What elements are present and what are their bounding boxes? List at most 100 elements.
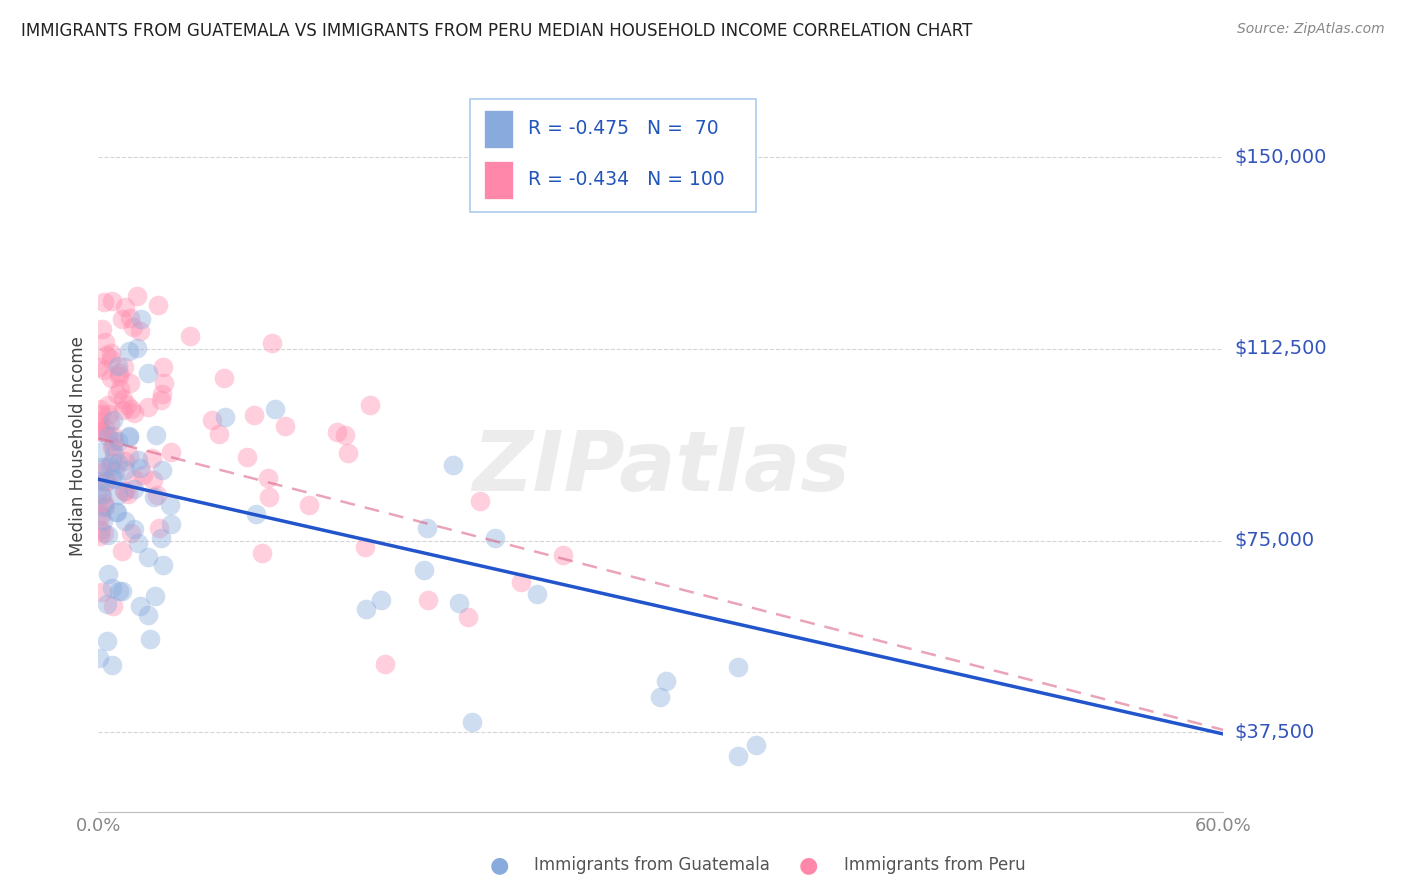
Point (152, 359, 174, 374)
Y-axis label: Median Household Income: Median Household Income (69, 336, 87, 556)
Point (114, 514, 136, 528)
Point (152, 558, 174, 572)
Point (114, 300, 136, 314)
Point (727, 749, 749, 764)
Point (111, 392, 134, 407)
Point (101, 293, 124, 308)
Point (145, 428, 167, 442)
Text: R = -0.434   N = 100: R = -0.434 N = 100 (529, 170, 724, 189)
Point (117, 430, 139, 444)
Point (97, 407, 120, 421)
Text: $75,000: $75,000 (1234, 531, 1315, 550)
Point (526, 587, 548, 601)
Point (103, 434, 125, 448)
Point (114, 454, 136, 468)
Point (413, 563, 436, 577)
Point (298, 498, 321, 512)
Point (114, 483, 136, 498)
Text: R = -0.475   N =  70: R = -0.475 N = 70 (529, 119, 718, 138)
Point (128, 461, 150, 475)
Point (89, 507, 111, 521)
Point (101, 599, 124, 613)
Point (150, 463, 173, 477)
Point (111, 403, 134, 417)
Point (460, 715, 482, 730)
Point (97, 398, 120, 412)
Text: $150,000: $150,000 (1234, 147, 1327, 167)
Point (111, 584, 134, 599)
Point (89, 401, 111, 416)
Point (143, 590, 166, 604)
Point (214, 410, 236, 425)
Point (107, 434, 129, 448)
Point (89, 425, 111, 439)
Point (179, 329, 201, 343)
Point (274, 418, 297, 433)
Point (326, 425, 349, 439)
Point (415, 521, 437, 535)
Point (90, 509, 112, 524)
Point (655, 673, 678, 688)
Text: Immigrants from Peru: Immigrants from Peru (844, 856, 1025, 874)
Point (143, 490, 166, 504)
Point (93, 363, 115, 377)
Text: IMMIGRANTS FROM GUATEMALA VS IMMIGRANTS FROM PERU MEDIAN HOUSEHOLD INCOME CORREL: IMMIGRANTS FROM GUATEMALA VS IMMIGRANTS … (21, 22, 973, 40)
Point (136, 607, 159, 622)
FancyBboxPatch shape (470, 99, 756, 212)
Point (335, 428, 357, 442)
Point (91, 489, 114, 503)
Point (160, 516, 183, 531)
Point (105, 387, 128, 401)
Point (141, 451, 163, 466)
Point (89, 650, 111, 665)
Point (146, 487, 169, 501)
Point (115, 398, 138, 412)
Point (101, 413, 124, 427)
Point (107, 359, 129, 373)
Point (447, 596, 470, 610)
Point (142, 473, 165, 487)
Point (111, 312, 134, 326)
Point (243, 408, 266, 422)
Point (129, 312, 152, 326)
Point (91, 514, 114, 528)
Point (122, 482, 145, 496)
Point (89, 474, 111, 488)
Point (105, 505, 128, 519)
Point (336, 446, 359, 460)
Point (359, 398, 381, 412)
Point (551, 548, 574, 562)
Point (374, 657, 396, 672)
Point (727, 659, 749, 673)
Point (90, 460, 112, 475)
Point (370, 593, 392, 607)
Point (257, 470, 280, 484)
Point (100, 345, 122, 359)
Point (150, 387, 173, 401)
Point (94, 347, 117, 361)
Point (149, 392, 172, 407)
Point (89, 529, 111, 543)
Point (100, 352, 122, 367)
Point (118, 343, 141, 358)
Point (101, 581, 124, 595)
FancyBboxPatch shape (484, 161, 513, 199)
Point (468, 493, 491, 508)
Point (93, 525, 115, 540)
Point (120, 526, 142, 541)
Point (101, 440, 124, 454)
Point (87, 421, 110, 435)
Point (96, 633, 118, 648)
Point (153, 376, 176, 390)
Text: ZIPatlas: ZIPatlas (472, 427, 849, 508)
Point (94, 459, 117, 474)
Point (90, 523, 112, 537)
Point (90, 487, 112, 501)
Point (122, 406, 145, 420)
Point (118, 449, 141, 463)
Point (245, 507, 267, 521)
Point (104, 464, 127, 478)
Point (125, 288, 148, 302)
Point (127, 341, 149, 355)
Point (112, 483, 135, 498)
